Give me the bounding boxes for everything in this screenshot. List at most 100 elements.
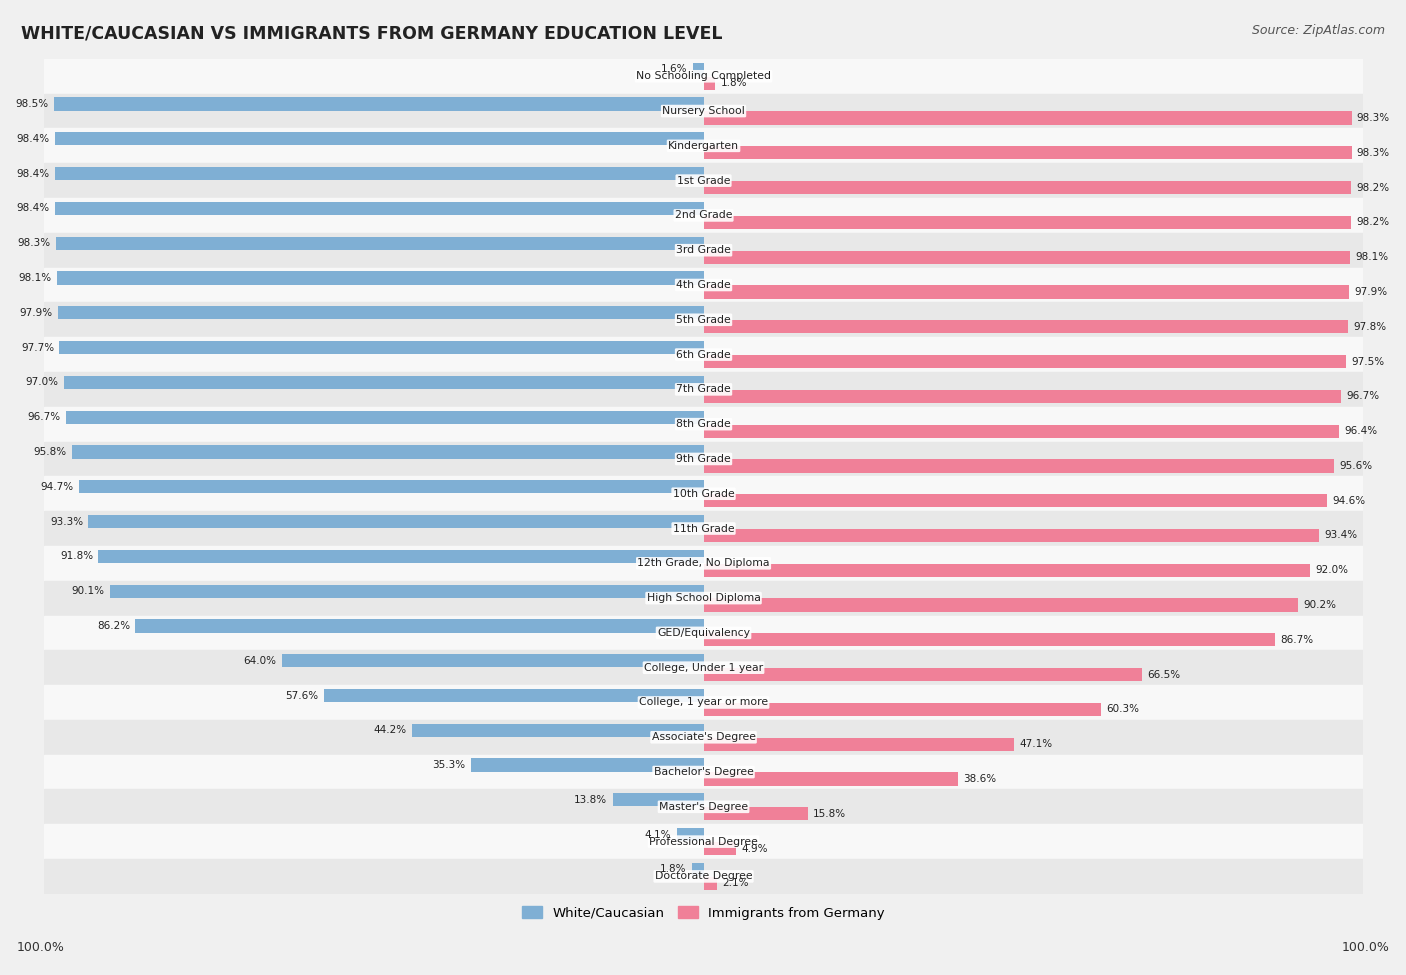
Text: 7th Grade: 7th Grade [676,384,731,394]
Text: 98.4%: 98.4% [17,169,49,178]
Bar [613,794,703,806]
Legend: White/Caucasian, Immigrants from Germany: White/Caucasian, Immigrants from Germany [517,901,890,925]
Text: 98.1%: 98.1% [1355,253,1389,262]
Bar [66,410,703,424]
Text: 95.6%: 95.6% [1339,461,1372,471]
Text: 2.1%: 2.1% [723,878,749,888]
Text: 86.7%: 86.7% [1281,635,1313,644]
Bar [703,181,1351,194]
Text: 97.0%: 97.0% [25,377,59,387]
Text: 6th Grade: 6th Grade [676,350,731,360]
Bar [45,650,1362,685]
Text: 94.6%: 94.6% [1333,495,1365,506]
Bar [89,515,703,528]
Text: 1.6%: 1.6% [661,64,688,74]
Bar [703,564,1310,577]
Text: 96.4%: 96.4% [1344,426,1378,436]
Bar [65,375,703,389]
Bar [45,337,1362,372]
Bar [676,828,703,841]
Bar [59,341,703,354]
Bar [45,442,1362,477]
Bar [703,355,1347,369]
Text: 97.9%: 97.9% [1354,287,1388,297]
Text: WHITE/CAUCASIAN VS IMMIGRANTS FROM GERMANY EDUCATION LEVEL: WHITE/CAUCASIAN VS IMMIGRANTS FROM GERMA… [21,24,723,42]
Text: 93.3%: 93.3% [51,517,83,526]
Bar [45,511,1362,546]
Bar [45,233,1362,267]
Bar [703,251,1350,264]
Text: 2nd Grade: 2nd Grade [675,211,733,220]
Text: Source: ZipAtlas.com: Source: ZipAtlas.com [1251,24,1385,37]
Bar [703,668,1142,682]
Text: 97.9%: 97.9% [20,308,53,318]
Bar [703,599,1298,611]
Text: 98.4%: 98.4% [17,134,49,144]
Bar [45,58,1362,94]
Text: 98.2%: 98.2% [1357,182,1389,193]
Bar [471,759,703,771]
Bar [45,267,1362,302]
Text: 4.9%: 4.9% [741,843,768,853]
Bar [135,619,703,633]
Bar [79,480,703,493]
Bar [45,581,1362,615]
Bar [45,94,1362,129]
Text: 98.2%: 98.2% [1357,217,1389,227]
Text: Nursery School: Nursery School [662,106,745,116]
Bar [45,685,1362,720]
Text: 98.4%: 98.4% [17,204,49,214]
Text: No Schooling Completed: No Schooling Completed [636,71,770,81]
Bar [281,654,703,667]
Text: 1.8%: 1.8% [659,865,686,875]
Text: 98.3%: 98.3% [1357,113,1391,123]
Text: 97.5%: 97.5% [1351,357,1385,367]
Text: 94.7%: 94.7% [41,482,75,491]
Bar [703,215,1351,229]
Text: 4.1%: 4.1% [645,830,671,839]
Bar [45,129,1362,163]
Text: 11th Grade: 11th Grade [672,524,734,533]
Bar [55,133,703,145]
Bar [58,306,703,320]
Text: 38.6%: 38.6% [963,774,997,784]
Text: 47.1%: 47.1% [1019,739,1053,749]
Text: 64.0%: 64.0% [243,656,277,666]
Bar [703,807,807,820]
Bar [45,198,1362,233]
Text: 97.8%: 97.8% [1354,322,1386,332]
Text: 98.5%: 98.5% [15,99,49,109]
Text: 92.0%: 92.0% [1316,566,1348,575]
Bar [703,77,716,90]
Bar [703,772,957,786]
Bar [703,424,1339,438]
Text: 44.2%: 44.2% [374,725,406,735]
Text: 5th Grade: 5th Grade [676,315,731,325]
Bar [45,790,1362,824]
Text: 98.3%: 98.3% [1357,148,1391,158]
Bar [56,271,703,285]
Text: College, Under 1 year: College, Under 1 year [644,663,763,673]
Bar [703,703,1101,716]
Bar [45,372,1362,407]
Text: 66.5%: 66.5% [1147,670,1180,680]
Text: 12th Grade, No Diploma: 12th Grade, No Diploma [637,559,770,568]
Bar [703,738,1014,751]
Bar [703,633,1275,646]
Text: 97.7%: 97.7% [21,342,55,353]
Text: 10th Grade: 10th Grade [672,488,734,499]
Text: 9th Grade: 9th Grade [676,454,731,464]
Text: 15.8%: 15.8% [813,809,846,819]
Bar [703,111,1351,125]
Bar [45,615,1362,650]
Text: 1.8%: 1.8% [721,78,747,88]
Bar [323,689,703,702]
Text: 86.2%: 86.2% [97,621,129,631]
Bar [45,302,1362,337]
Text: 98.3%: 98.3% [17,238,51,249]
Text: 1st Grade: 1st Grade [676,176,730,185]
Bar [703,459,1334,473]
Text: Bachelor's Degree: Bachelor's Degree [654,767,754,777]
Text: College, 1 year or more: College, 1 year or more [638,697,768,708]
Text: 98.1%: 98.1% [18,273,52,283]
